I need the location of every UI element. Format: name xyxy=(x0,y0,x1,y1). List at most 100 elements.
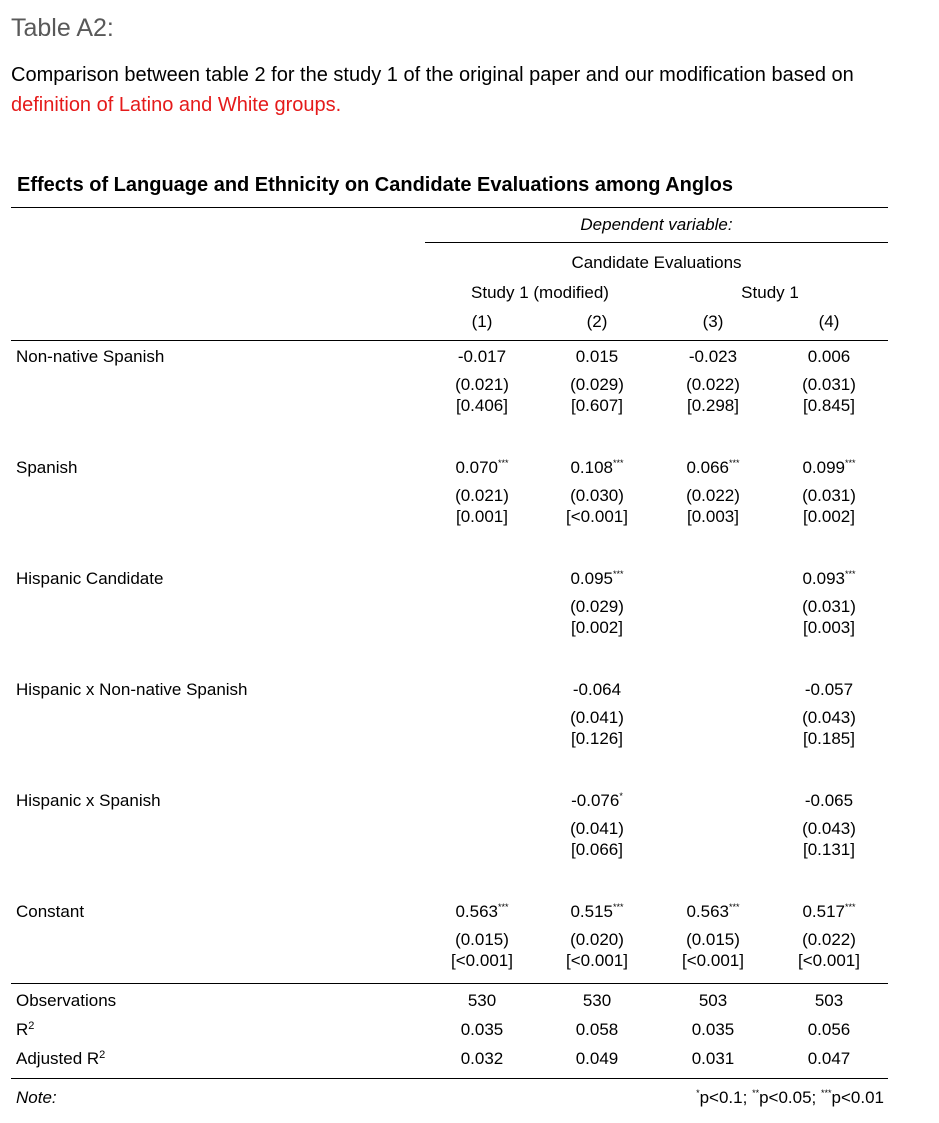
stat-value: 0.056 xyxy=(807,1020,851,1039)
standard-error-value: (0.015) xyxy=(455,930,509,949)
coefficient-value: -0.076* xyxy=(571,791,623,810)
p-value: [0.002] xyxy=(571,618,623,637)
p-value: [0.298] xyxy=(687,396,739,415)
stat-label: Adjusted R2 xyxy=(16,1049,106,1068)
standard-error-value: (0.041) xyxy=(570,819,624,838)
significance-legend: *p<0.1; **p<0.05; ***p<0.01 xyxy=(696,1088,884,1108)
row-label: Hispanic x Non-native Spanish xyxy=(16,680,248,699)
stat-value: 0.035 xyxy=(691,1020,735,1039)
standard-error-value: (0.015) xyxy=(686,930,740,949)
coefficient-value: 0.563*** xyxy=(455,902,509,921)
standard-error-value: (0.043) xyxy=(802,708,856,727)
coefficient-value: 0.517*** xyxy=(802,902,856,921)
superscript: 2 xyxy=(99,1049,106,1061)
standard-error-value: (0.021) xyxy=(455,375,509,394)
dependent-variable-rule xyxy=(425,242,888,243)
standard-error-value: (0.031) xyxy=(802,375,856,394)
coefficient-value: 0.070*** xyxy=(455,458,509,477)
significance-stars: *** xyxy=(729,458,740,468)
stat-value: 503 xyxy=(814,991,844,1010)
column-number: (3) xyxy=(702,312,724,331)
row-label: Non-native Spanish xyxy=(16,347,165,366)
significance-stars: * xyxy=(619,791,623,801)
standard-error-value: (0.041) xyxy=(570,708,624,727)
coefficient-value: -0.017 xyxy=(457,347,507,366)
standard-error-value: (0.022) xyxy=(802,930,856,949)
stat-label: Observations xyxy=(16,991,117,1010)
p-value: [<0.001] xyxy=(566,507,628,526)
stat-value: 0.032 xyxy=(460,1049,504,1068)
column-number: (4) xyxy=(818,312,840,331)
stats-bottom-rule xyxy=(11,1078,888,1079)
stat-value: 0.031 xyxy=(691,1049,735,1068)
dependent-variable-label: Dependent variable: xyxy=(580,215,733,234)
significance-stars: *** xyxy=(613,902,624,912)
stat-value: 0.047 xyxy=(807,1049,851,1068)
p-value: [0.001] xyxy=(456,507,508,526)
standard-error-value: (0.020) xyxy=(570,930,624,949)
coefficient-value: 0.099*** xyxy=(802,458,856,477)
caption-text: Comparison between table 2 for the study… xyxy=(11,64,854,86)
coefficient-value: 0.515*** xyxy=(570,902,624,921)
p-value: [0.126] xyxy=(571,729,623,748)
significance-stars: *** xyxy=(845,902,856,912)
p-value: [0.002] xyxy=(803,507,855,526)
significance-stars: *** xyxy=(845,569,856,579)
group-header-original: Study 1 xyxy=(741,283,799,302)
coefficient-value: 0.108*** xyxy=(570,458,624,477)
header-bottom-rule xyxy=(11,340,888,341)
coefficient-value: 0.093*** xyxy=(802,569,856,588)
standard-error-value: (0.029) xyxy=(570,597,624,616)
p-value: [<0.001] xyxy=(682,951,744,970)
coefficient-value: 0.563*** xyxy=(686,902,740,921)
significance-stars: *** xyxy=(613,569,624,579)
significance-stars: * xyxy=(696,1088,700,1098)
significance-stars: *** xyxy=(821,1088,832,1098)
dependent-variable-name: Candidate Evaluations xyxy=(571,253,742,272)
body-bottom-rule xyxy=(11,983,888,984)
row-label: Constant xyxy=(16,902,85,921)
coefficient-value: -0.057 xyxy=(804,680,854,699)
p-value: [0.003] xyxy=(687,507,739,526)
p-value: [0.406] xyxy=(456,396,508,415)
stat-value: 503 xyxy=(698,991,728,1010)
superscript: 2 xyxy=(28,1020,35,1032)
coefficient-value: 0.066*** xyxy=(686,458,740,477)
p-value: [0.003] xyxy=(803,618,855,637)
significance-stars: *** xyxy=(845,458,856,468)
standard-error-value: (0.031) xyxy=(802,486,856,505)
standard-error-value: (0.043) xyxy=(802,819,856,838)
caption-highlight: definition of Latino and White groups. xyxy=(11,94,342,116)
coefficient-value: 0.015 xyxy=(575,347,619,366)
standard-error-value: (0.030) xyxy=(570,486,624,505)
stat-value: 530 xyxy=(467,991,497,1010)
caption-description: Comparison between table 2 for the study… xyxy=(11,60,936,120)
significance-stars: *** xyxy=(498,902,509,912)
significance-stars: *** xyxy=(613,458,624,468)
standard-error-value: (0.022) xyxy=(686,486,740,505)
significance-threshold: p<0.01 xyxy=(831,1088,884,1107)
note-label: Note: xyxy=(16,1088,57,1107)
stat-value: 0.058 xyxy=(575,1020,619,1039)
p-value: [<0.001] xyxy=(798,951,860,970)
coefficient-value: -0.064 xyxy=(572,680,622,699)
table-title: Effects of Language and Ethnicity on Can… xyxy=(17,174,733,196)
coefficient-value: 0.095*** xyxy=(570,569,624,588)
p-value: [<0.001] xyxy=(566,951,628,970)
significance-stars: *** xyxy=(729,902,740,912)
coefficient-value: 0.006 xyxy=(807,347,851,366)
p-value: [0.131] xyxy=(803,840,855,859)
standard-error-value: (0.021) xyxy=(455,486,509,505)
stat-value: 0.035 xyxy=(460,1020,504,1039)
p-value: [<0.001] xyxy=(451,951,513,970)
stat-value: 530 xyxy=(582,991,612,1010)
significance-threshold: p<0.05; xyxy=(759,1088,821,1107)
significance-stars: *** xyxy=(498,458,509,468)
p-value: [0.185] xyxy=(803,729,855,748)
coefficient-value: -0.023 xyxy=(688,347,738,366)
significance-stars: ** xyxy=(752,1088,760,1098)
standard-error-value: (0.029) xyxy=(570,375,624,394)
p-value: [0.845] xyxy=(803,396,855,415)
column-number: (2) xyxy=(586,312,608,331)
p-value: [0.066] xyxy=(571,840,623,859)
